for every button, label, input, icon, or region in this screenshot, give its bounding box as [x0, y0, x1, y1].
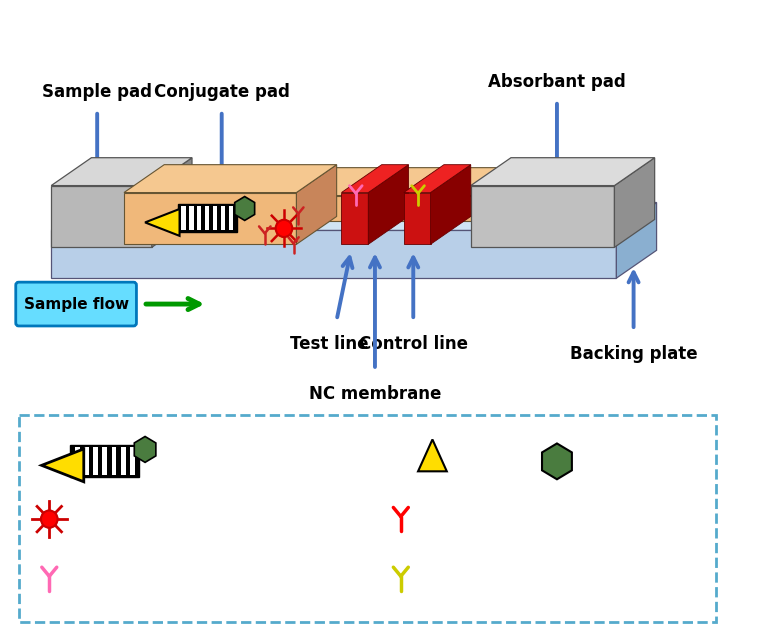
- Text: Test line: Test line: [290, 335, 368, 353]
- Bar: [130, 448, 135, 475]
- Bar: [213, 207, 217, 230]
- Polygon shape: [470, 186, 614, 247]
- Polygon shape: [617, 202, 656, 278]
- Polygon shape: [614, 158, 655, 247]
- Text: amplification products: amplification products: [178, 454, 372, 469]
- Polygon shape: [404, 193, 431, 244]
- Polygon shape: [542, 443, 572, 480]
- Bar: [84, 448, 89, 475]
- Polygon shape: [124, 193, 296, 244]
- Polygon shape: [341, 165, 409, 193]
- Bar: [70, 445, 139, 477]
- FancyBboxPatch shape: [16, 282, 136, 326]
- Text: Control line: Control line: [359, 335, 467, 353]
- Circle shape: [275, 220, 292, 237]
- Bar: [197, 207, 201, 230]
- Text: goat anti-biotin antibody: goat anti-biotin antibody: [70, 571, 285, 586]
- Polygon shape: [418, 439, 447, 471]
- Polygon shape: [41, 449, 83, 482]
- Bar: [190, 207, 194, 230]
- Text: Absorbant pad: Absorbant pad: [488, 73, 626, 91]
- Text: Sample flow: Sample flow: [24, 296, 129, 312]
- FancyBboxPatch shape: [18, 415, 716, 621]
- Polygon shape: [126, 168, 578, 195]
- Text: Backing plate: Backing plate: [570, 345, 698, 363]
- Bar: [177, 205, 237, 232]
- Polygon shape: [145, 209, 180, 236]
- Bar: [229, 207, 233, 230]
- Bar: [112, 448, 116, 475]
- Polygon shape: [431, 165, 470, 244]
- Text: goat anti-mouse IgG antibody: goat anti-mouse IgG antibody: [421, 571, 677, 586]
- Bar: [221, 207, 225, 230]
- Polygon shape: [296, 165, 337, 244]
- Text: biotin: biotin: [459, 454, 509, 469]
- Text: mouse anti-digoxigenin antibody: mouse anti-digoxigenin antibody: [421, 511, 704, 527]
- Polygon shape: [235, 197, 255, 221]
- Polygon shape: [51, 202, 656, 230]
- Text: digoxigenin: digoxigenin: [582, 454, 682, 469]
- Polygon shape: [135, 436, 156, 462]
- Polygon shape: [470, 158, 655, 186]
- Bar: [103, 448, 107, 475]
- Polygon shape: [151, 158, 192, 247]
- Bar: [181, 207, 186, 230]
- Polygon shape: [368, 165, 409, 244]
- Text: NC membrane: NC membrane: [309, 385, 441, 403]
- Bar: [93, 448, 98, 475]
- Text: colloidal gold: colloidal gold: [74, 511, 188, 527]
- Bar: [205, 207, 210, 230]
- Polygon shape: [404, 165, 470, 193]
- Polygon shape: [51, 230, 617, 278]
- Polygon shape: [341, 193, 368, 244]
- Polygon shape: [124, 165, 337, 193]
- Polygon shape: [51, 186, 151, 247]
- Polygon shape: [126, 195, 538, 221]
- Polygon shape: [538, 168, 578, 221]
- Bar: [75, 448, 80, 475]
- Text: Conjugate pad: Conjugate pad: [154, 83, 290, 101]
- Polygon shape: [51, 158, 192, 186]
- Circle shape: [41, 511, 57, 528]
- Bar: [121, 448, 125, 475]
- Text: Sample pad: Sample pad: [42, 83, 152, 101]
